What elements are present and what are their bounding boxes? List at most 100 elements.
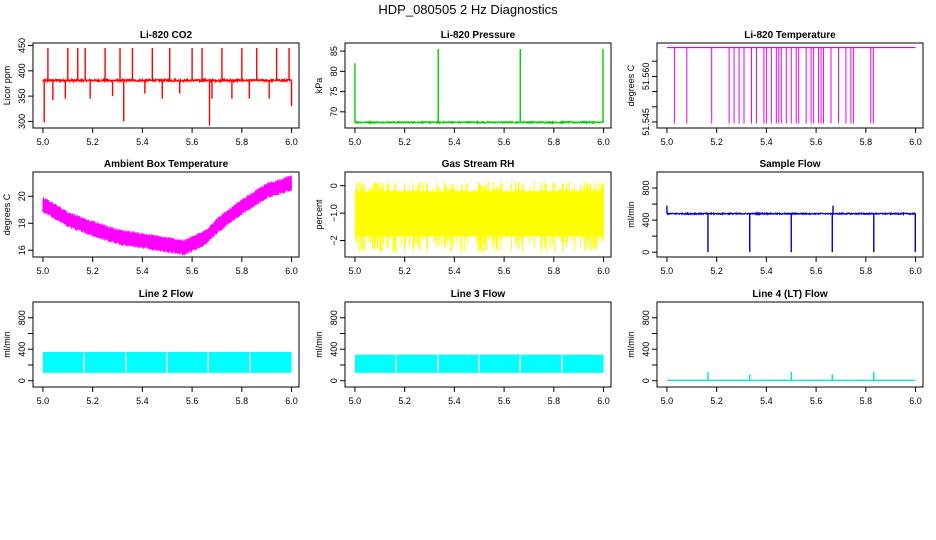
x-tick-label: 5.2 (398, 266, 411, 276)
y-tick-label: 0 (17, 378, 27, 383)
x-tick-label: 5.0 (349, 266, 362, 276)
series (42, 175, 292, 256)
x-tick-label: 5.6 (498, 266, 511, 276)
x-tick-label: 5.2 (86, 137, 99, 147)
y-tick-label: 20 (17, 191, 27, 201)
y-tick-label: 0 (641, 378, 651, 383)
panel-title: Line 3 Flow (451, 289, 506, 300)
y-axis-label: ml/min (314, 331, 324, 358)
panel-title: Line 4 (LT) Flow (752, 289, 828, 300)
panel-2: Li-820 Temperature 5.0 5.2 5.4 5.6 5.8 6.0 51.5… (626, 30, 924, 147)
y-tick-label: 800 (641, 310, 651, 325)
axes-box (344, 42, 612, 129)
axes-box (32, 171, 300, 258)
y-axis-label: percent (314, 199, 324, 230)
x-tick-label: 5.2 (710, 266, 723, 276)
x-tick-label: 6.0 (909, 137, 922, 147)
axes-box (656, 42, 924, 129)
panel-4: Gas Stream RH 5.0 5.2 5.4 5.6 5.8 6.0 −2 −1.0 0 pe… (314, 159, 612, 276)
y-tick-label: 800 (17, 310, 27, 325)
y-axis-label: ml/min (626, 331, 636, 358)
x-tick-label: 6.0 (597, 137, 610, 147)
y-axis-label: ml/min (626, 201, 636, 228)
x-tick-label: 6.0 (597, 266, 610, 276)
series (42, 48, 293, 126)
panels: Li-820 CO2 5.0 5.2 5.4 5.6 5.8 6.0 300 350 400 450… (2, 30, 924, 406)
x-tick-label: 5.0 (37, 137, 50, 147)
panel-1: Li-820 Pressure 5.0 5.2 5.4 5.6 5.8 6.0 70 75 80 8… (314, 30, 612, 147)
x-tick-label: 5.2 (86, 396, 99, 406)
x-tick-label: 5.6 (498, 137, 511, 147)
panel-title: Li-820 CO2 (140, 30, 193, 41)
y-tick-label: 400 (641, 213, 651, 228)
axes-box (656, 171, 924, 258)
x-tick-label: 6.0 (597, 396, 610, 406)
axes-box (656, 301, 924, 388)
series-band (42, 175, 292, 256)
x-tick-label: 5.8 (236, 137, 249, 147)
y-tick-label: 450 (17, 38, 27, 53)
series-line (354, 119, 605, 125)
x-tick-label: 5.6 (810, 266, 823, 276)
y-axis-label: kPa (314, 78, 324, 94)
y-tick-label: 75 (329, 87, 339, 97)
x-tick-label: 5.0 (349, 137, 362, 147)
x-tick-label: 5.2 (398, 137, 411, 147)
y-axis-label: Licor ppm (2, 66, 12, 106)
x-tick-label: 5.4 (136, 266, 149, 276)
x-tick-label: 5.4 (448, 396, 461, 406)
x-tick-label: 5.6 (186, 396, 199, 406)
x-tick-label: 6.0 (285, 266, 298, 276)
x-tick-label: 6.0 (285, 396, 298, 406)
y-tick-label: −2 (329, 235, 339, 245)
panel-8: Line 4 (LT) Flow 5.0 5.2 5.4 5.6 5.8 6.0 0 400 80… (626, 289, 924, 406)
y-tick-label: 300 (17, 114, 27, 129)
panel-title: Li-820 Temperature (744, 30, 836, 41)
y-tick-label: 80 (329, 66, 339, 76)
x-tick-label: 5.8 (236, 396, 249, 406)
x-tick-label: 6.0 (909, 396, 922, 406)
panel-7: Line 3 Flow 5.0 5.2 5.4 5.6 5.8 6.0 0 400 800 ml/m… (314, 289, 612, 406)
series (354, 49, 605, 125)
series-line (42, 77, 292, 84)
x-tick-label: 5.2 (86, 266, 99, 276)
y-tick-label: 0 (641, 250, 651, 255)
y-axis-label: degrees C (626, 64, 636, 106)
x-tick-label: 5.4 (448, 266, 461, 276)
x-tick-label: 5.2 (710, 396, 723, 406)
panel-title: Sample Flow (759, 159, 820, 170)
x-tick-label: 5.4 (448, 137, 461, 147)
figure-title: HDP_080505 2 Hz Diagnostics (378, 2, 558, 17)
x-tick-label: 5.6 (498, 396, 511, 406)
panel-title: Ambient Box Temperature (104, 159, 229, 170)
x-tick-label: 6.0 (909, 266, 922, 276)
y-tick-label: 400 (329, 342, 339, 357)
x-tick-label: 5.8 (548, 396, 561, 406)
y-tick-label: 800 (329, 310, 339, 325)
y-tick-label: 16 (17, 245, 27, 255)
x-tick-label: 5.0 (37, 396, 50, 406)
y-tick-label: 800 (641, 181, 651, 196)
x-tick-label: 5.8 (236, 266, 249, 276)
x-tick-label: 5.8 (860, 137, 873, 147)
panel-3: Ambient Box Temperature 5.0 5.2 5.4 5.6 5.8 6.… (2, 159, 300, 276)
x-tick-label: 5.8 (860, 396, 873, 406)
x-tick-label: 5.6 (186, 137, 199, 147)
x-tick-label: 5.2 (710, 137, 723, 147)
y-tick-label: 0 (329, 378, 339, 383)
series (354, 181, 604, 253)
panel-0: Li-820 CO2 5.0 5.2 5.4 5.6 5.8 6.0 300 350 400 450… (2, 30, 300, 147)
x-tick-label: 5.4 (760, 266, 773, 276)
x-tick-label: 5.0 (349, 396, 362, 406)
x-tick-label: 6.0 (285, 137, 298, 147)
y-tick-label: 51.560 (641, 63, 651, 91)
x-tick-label: 5.6 (810, 396, 823, 406)
x-tick-label: 5.6 (810, 137, 823, 147)
y-tick-label: 51.545 (641, 108, 651, 136)
x-tick-label: 5.8 (548, 137, 561, 147)
series (666, 372, 916, 382)
panel-5: Sample Flow 5.0 5.2 5.4 5.6 5.8 6.0 0 400 800 ml/m… (626, 159, 924, 276)
x-tick-label: 5.8 (548, 266, 561, 276)
x-tick-label: 5.6 (186, 266, 199, 276)
panel-6: Line 2 Flow 5.0 5.2 5.4 5.6 5.8 6.0 0 400 800 ml/m… (2, 289, 300, 406)
